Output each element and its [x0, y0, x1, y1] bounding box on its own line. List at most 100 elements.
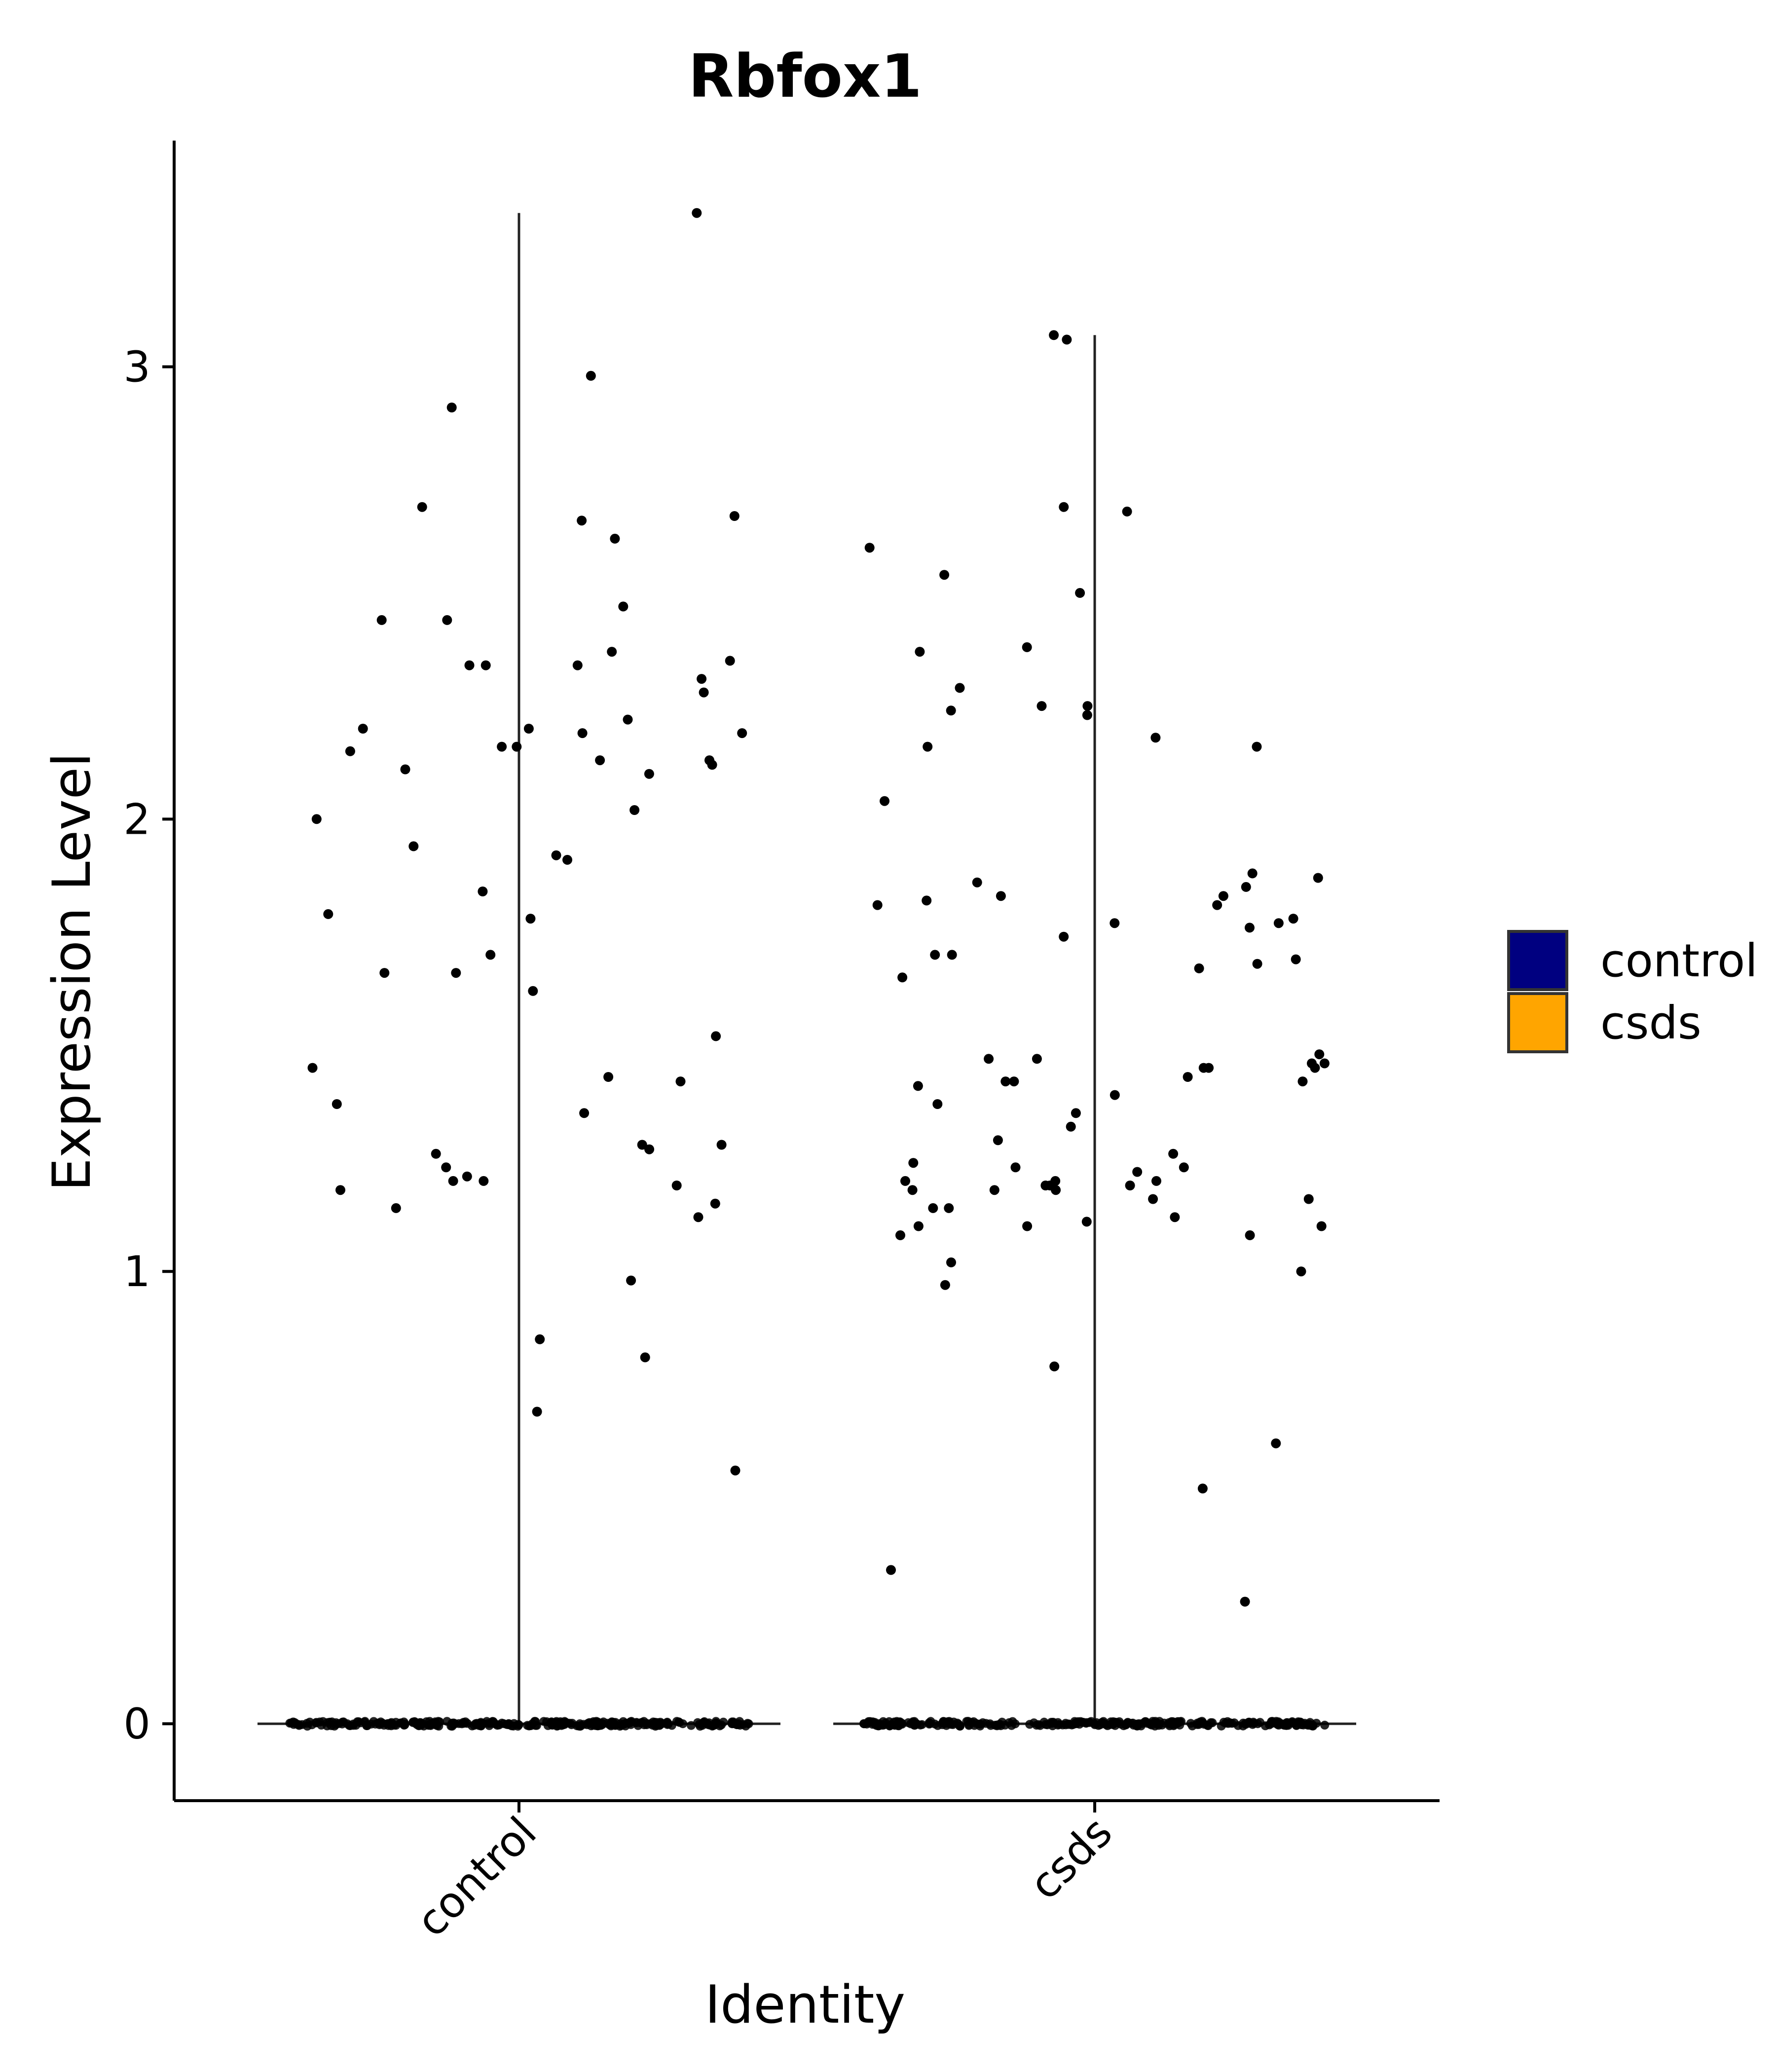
data-point-csds: [945, 1717, 954, 1726]
data-point-control: [741, 1721, 750, 1731]
data-point-csds: [996, 891, 1006, 901]
data-point-control: [441, 1162, 451, 1173]
data-point-csds: [1247, 868, 1258, 879]
y-tick-label: 2: [123, 795, 150, 844]
data-point-control: [376, 615, 387, 625]
data-point-csds: [1022, 642, 1032, 652]
data-point-csds: [1059, 931, 1069, 942]
data-point-csds: [1150, 733, 1161, 743]
data-point-csds: [984, 1054, 994, 1064]
data-point-control: [577, 516, 587, 526]
data-point-csds: [1218, 891, 1228, 901]
data-point-csds: [1085, 1718, 1094, 1727]
data-point-control: [332, 1099, 342, 1109]
data-point-csds: [1291, 954, 1301, 964]
data-point-control: [331, 1720, 340, 1729]
data-point-control: [408, 841, 419, 851]
data-point-csds: [940, 1280, 950, 1290]
data-point-control: [528, 986, 538, 996]
data-point-csds: [1245, 1230, 1255, 1240]
data-point-control: [287, 1718, 296, 1728]
data-point-control: [481, 660, 491, 670]
data-point-csds: [1230, 1718, 1239, 1728]
data-point-control: [640, 1352, 650, 1363]
data-point-control: [363, 1720, 372, 1729]
data-point-csds: [1125, 1181, 1135, 1190]
data-point-csds: [859, 1719, 869, 1729]
x-axis-label: Identity: [705, 1974, 905, 2035]
data-point-csds: [1106, 1720, 1115, 1729]
data-point-control: [462, 1171, 472, 1182]
data-point-control: [725, 656, 735, 666]
data-point-csds: [932, 1099, 943, 1109]
data-point-csds: [1212, 900, 1222, 910]
data-point-csds: [1168, 1148, 1179, 1159]
data-point-control: [610, 533, 620, 544]
data-point-csds: [971, 1719, 981, 1728]
data-point-csds: [992, 1721, 1001, 1731]
data-point-control: [562, 854, 572, 865]
data-point-csds: [1219, 1718, 1228, 1727]
data-point-csds: [886, 1565, 896, 1575]
data-point-csds: [880, 796, 889, 806]
data-point-control: [358, 724, 368, 734]
data-point-csds: [1267, 1717, 1277, 1726]
data-point-csds: [1075, 588, 1085, 598]
data-point-csds: [1122, 506, 1132, 517]
y-tick-label: 1: [123, 1247, 150, 1296]
data-point-csds: [1260, 1721, 1270, 1731]
data-point-csds: [1049, 1361, 1060, 1371]
data-point-csds: [1252, 741, 1262, 752]
legend: control csds: [1507, 930, 1758, 1053]
data-point-control: [697, 674, 707, 684]
data-point-control: [551, 850, 561, 860]
data-point-csds: [1194, 963, 1204, 973]
data-point-control: [523, 724, 534, 734]
data-point-csds: [1316, 1221, 1327, 1231]
data-point-csds: [1244, 1718, 1253, 1727]
data-point-csds: [1179, 1162, 1189, 1173]
data-point-csds: [1273, 918, 1284, 928]
data-point-csds: [1240, 1596, 1250, 1607]
data-point-control: [323, 909, 333, 919]
data-point-csds: [1288, 914, 1298, 924]
data-point-control: [727, 1717, 737, 1727]
data-point-csds: [926, 1717, 935, 1726]
data-point-control: [485, 950, 496, 960]
data-point-control: [317, 1720, 326, 1730]
data-point-csds: [1049, 330, 1059, 340]
data-point-control: [579, 1108, 590, 1118]
data-point-control: [693, 1212, 703, 1222]
data-point-csds: [946, 1257, 956, 1267]
data-point-control: [311, 814, 322, 824]
data-point-csds: [1053, 1720, 1063, 1730]
data-point-control: [636, 1718, 646, 1728]
data-point-control: [644, 769, 654, 779]
data-point-control: [535, 1334, 545, 1344]
data-point-control: [338, 1717, 347, 1727]
data-point-control: [379, 968, 390, 978]
data-point-csds: [1172, 1719, 1181, 1729]
data-point-csds: [1159, 1718, 1169, 1728]
data-point-control: [698, 1721, 707, 1730]
data-point-control: [530, 1717, 539, 1726]
data-point-csds: [946, 705, 956, 716]
data-point-control: [711, 1717, 721, 1726]
legend-label-control: control: [1600, 934, 1758, 987]
data-point-control: [442, 615, 452, 625]
y-axis-label: Expression Level: [41, 753, 102, 1191]
data-point-control: [737, 728, 747, 739]
data-point-csds: [1148, 1194, 1158, 1204]
data-point-control: [435, 1717, 444, 1727]
data-point-csds: [1320, 1720, 1330, 1730]
data-point-csds: [1029, 1718, 1038, 1728]
data-point-control: [539, 1717, 549, 1726]
data-point-control: [335, 1185, 345, 1195]
data-point-csds: [864, 543, 875, 553]
data-point-csds: [894, 1721, 903, 1731]
data-point-control: [596, 1721, 605, 1730]
x-tick-label: control: [407, 1808, 546, 1947]
data-point-csds: [1296, 1266, 1306, 1277]
data-point-csds: [1059, 502, 1069, 512]
data-point-csds: [915, 647, 925, 657]
